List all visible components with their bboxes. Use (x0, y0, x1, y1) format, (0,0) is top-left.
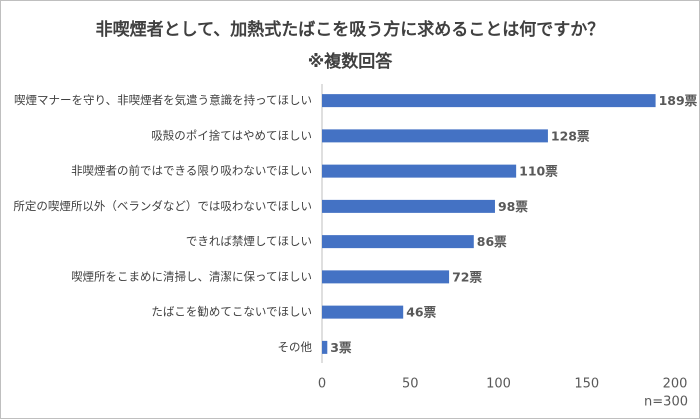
chart-title: 非喫煙者として、加熱式たばこを吸う方に求めることは何ですか？ (96, 19, 605, 40)
value-label: 128票 (551, 128, 590, 143)
x-tick-label: 100 (486, 377, 511, 392)
value-label: 98票 (498, 199, 528, 214)
value-label: 46票 (406, 305, 436, 320)
category-label: 喫煙所をこまめに清掃し、清潔に保ってほしい (71, 269, 312, 283)
category-label: できれば禁煙してほしい (186, 234, 312, 248)
category-label: 所定の喫煙所以外（ベランダなど）では吸わないでほしい (13, 199, 312, 213)
chart-subtitle: ※複数回答 (308, 51, 394, 72)
bar (322, 340, 328, 354)
bar (322, 164, 517, 178)
value-label: 189票 (659, 93, 698, 108)
bar (322, 94, 656, 108)
value-label: 3票 (330, 340, 352, 355)
category-label: 喫煙マナーを守り、非喫煙者を気遣う意識を持ってほしい (14, 93, 312, 107)
x-tick-label: 150 (574, 377, 599, 392)
sample-size-note: n=300 (644, 395, 688, 410)
category-label: たばこを勧めてこないでほしい (151, 305, 312, 319)
value-label: 86票 (477, 234, 507, 249)
category-label: 非喫煙者の前ではできる限り吸わないでほしい (71, 164, 312, 178)
value-label: 72票 (452, 269, 482, 284)
bar (322, 305, 404, 319)
bar (322, 199, 495, 213)
bar (322, 235, 474, 249)
category-label: その他 (278, 340, 313, 354)
bar (322, 270, 450, 284)
bar (322, 129, 548, 143)
x-tick-label: 50 (402, 377, 419, 392)
category-label: 吸殻のポイ捨てはやめてほしい (151, 128, 312, 142)
x-tick-label: 0 (318, 377, 326, 392)
value-label: 110票 (519, 164, 558, 179)
x-tick-label: 200 (663, 377, 688, 392)
